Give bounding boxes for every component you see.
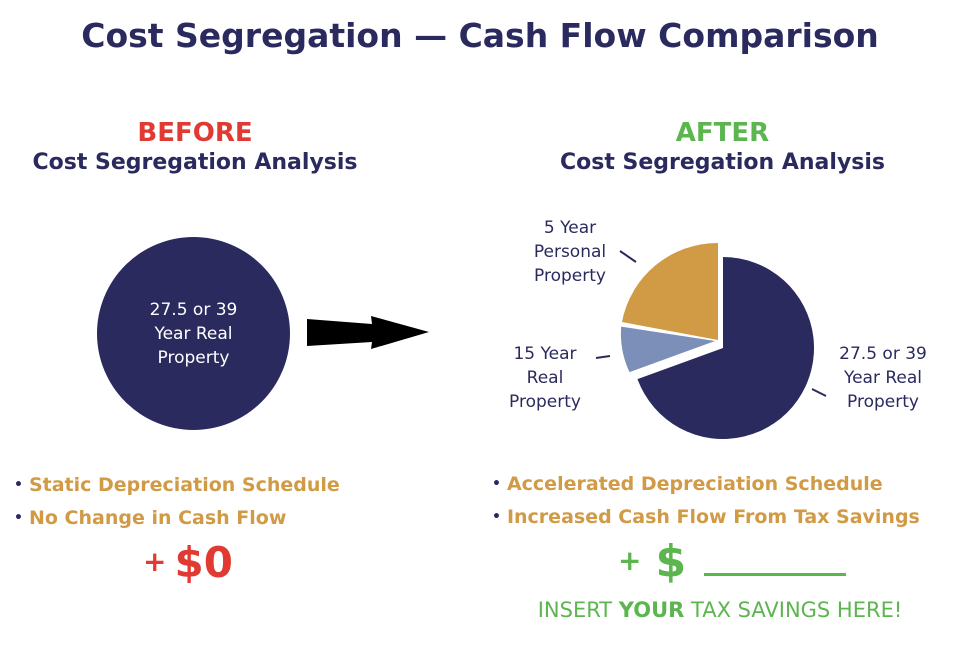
bullet-icon: • <box>14 510 23 526</box>
before-pie-label-line: Property <box>157 347 230 368</box>
before-pie-label-line: Year Real <box>154 323 233 344</box>
before-pie-chart: 27.5 or 39 Year Real Property <box>97 237 290 430</box>
plus-icon: + <box>618 544 642 577</box>
before-label: BEFORE <box>137 118 253 148</box>
pie-label-15-year: 15 Year Real Property <box>495 342 595 414</box>
before-header: BEFORE Cost Segregation Analysis <box>20 118 370 175</box>
plus-icon: + <box>143 545 167 578</box>
label-line: 27.5 or 39 <box>839 344 927 364</box>
cta-prefix: INSERT <box>537 598 619 622</box>
label-line: Property <box>509 392 581 412</box>
cta-text: INSERT YOUR TAX SAVINGS HERE! <box>500 598 940 622</box>
before-amount-value: $0 <box>174 538 233 587</box>
label-line: 5 Year <box>543 218 597 238</box>
label-line: Personal <box>533 242 607 262</box>
list-item: • Static Depreciation Schedule <box>14 470 340 503</box>
bullet-icon: • <box>14 477 23 493</box>
list-item: • No Change in Cash Flow <box>14 503 340 536</box>
label-line: Property <box>847 392 919 412</box>
after-amount: + $ <box>618 536 847 587</box>
before-amount: + $0 <box>143 538 233 587</box>
after-subtitle: Cost Segregation Analysis <box>559 150 886 175</box>
before-bullet-list: • Static Depreciation Schedule • No Change… <box>14 470 340 536</box>
before-pie-label-line: 27.5 or 39 <box>149 299 238 320</box>
label-line: 15 Year <box>513 344 577 364</box>
pie-slice-5-year <box>622 242 718 340</box>
bullet-icon: • <box>492 509 501 525</box>
after-amount-value: $ <box>655 536 687 587</box>
label-line: Year Real <box>843 368 923 388</box>
pie-slice-15-year <box>620 326 715 373</box>
tax-savings-blank <box>704 573 847 576</box>
pie-slice-real-property <box>637 257 815 439</box>
list-item: • Increased Cash Flow From Tax Savings <box>492 502 920 535</box>
after-header: AFTER Cost Segregation Analysis <box>545 118 900 175</box>
bullet-icon: • <box>492 476 501 492</box>
bullet-text: Accelerated Depreciation Schedule <box>506 473 883 495</box>
after-label: AFTER <box>675 118 770 148</box>
label-line: Property <box>534 266 606 286</box>
cta-emphasis: YOUR <box>618 598 685 622</box>
bullet-text: Static Depreciation Schedule <box>28 474 340 496</box>
list-item: • Accelerated Depreciation Schedule <box>492 469 920 502</box>
pie-label-5-year: 5 Year Personal Property <box>515 216 625 288</box>
before-subtitle: Cost Segregation Analysis <box>32 150 358 175</box>
cta-suffix: TAX SAVINGS HERE! <box>684 598 903 622</box>
label-line: Real <box>526 368 564 388</box>
bullet-text: No Change in Cash Flow <box>28 507 287 529</box>
bullet-text: Increased Cash Flow From Tax Savings <box>506 506 920 528</box>
page-title: Cost Segregation — Cash Flow Comparison <box>81 16 879 55</box>
pie-label-real-property: 27.5 or 39 Year Real Property <box>828 342 938 414</box>
after-bullet-list: • Accelerated Depreciation Schedule • Incr… <box>492 469 920 535</box>
